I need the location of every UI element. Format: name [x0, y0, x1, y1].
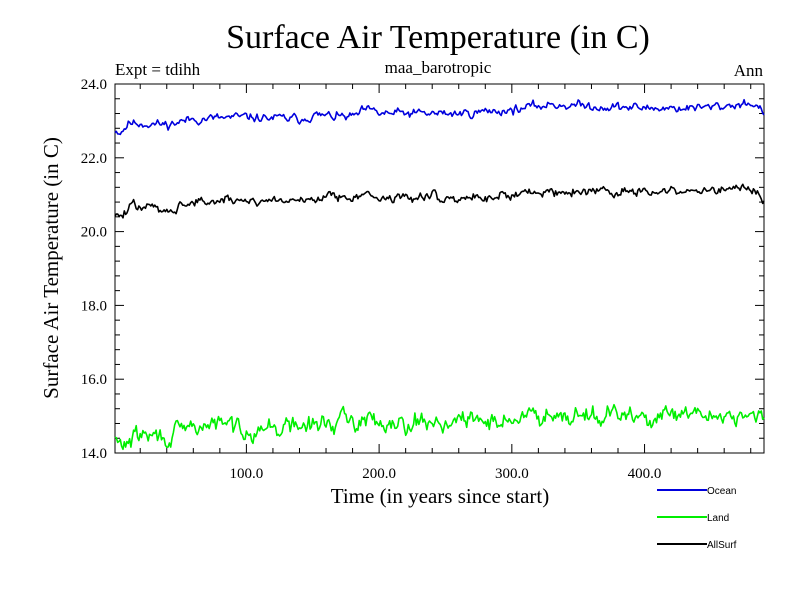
x-tick-label: 200.0: [362, 466, 396, 482]
legend-label-land: Land: [707, 513, 729, 524]
y-tick-label: 22.0: [81, 151, 107, 167]
chart-title: Surface Air Temperature (in C): [226, 19, 650, 56]
y-tick-label: 16.0: [81, 372, 107, 388]
y-tick-label: 18.0: [81, 298, 107, 314]
run-name-label: maa_barotropic: [385, 58, 492, 77]
x-tick-label: 100.0: [230, 466, 264, 482]
season-label: Ann: [734, 61, 764, 80]
y-tick-label: 14.0: [81, 446, 107, 462]
series-line-land: [114, 403, 765, 451]
x-tick-label: 400.0: [628, 466, 662, 482]
series-line-allsurf: [114, 183, 765, 219]
plot-area: 14.0 16.0 18.0 20.0 22.0 24.0 100.0 200.0 300.0 4…: [81, 77, 765, 482]
y-axis-label: Surface Air Temperature (in C): [39, 137, 63, 399]
plot-frame: [114, 83, 765, 454]
series-line-ocean: [114, 98, 765, 136]
y-tick-label: 24.0: [81, 77, 107, 93]
x-axis-label: Time (in years since start): [331, 484, 550, 508]
expt-label: Expt = tdihh: [115, 60, 201, 79]
legend-label-ocean: Ocean: [707, 486, 736, 497]
legend: Ocean Land AllSurf: [657, 486, 737, 551]
legend-label-allsurf: AllSurf: [707, 540, 737, 551]
y-tick-label: 20.0: [81, 225, 107, 241]
x-tick-label: 300.0: [495, 466, 529, 482]
